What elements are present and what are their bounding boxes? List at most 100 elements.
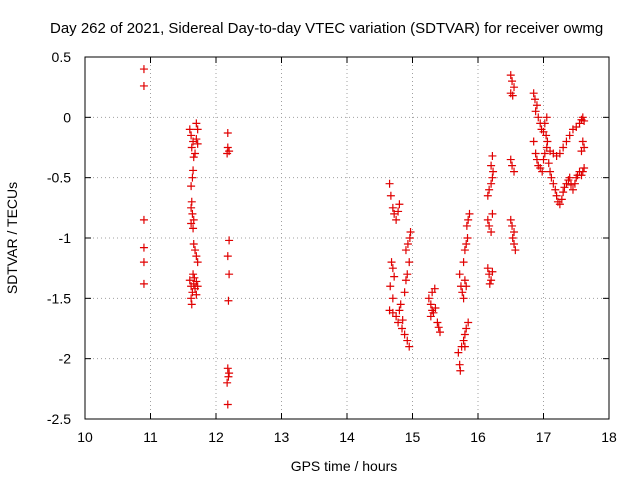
- data-point: [223, 378, 232, 387]
- data-point: [223, 149, 232, 158]
- chart-title: Day 262 of 2021, Sidereal Day-to-day VTE…: [50, 20, 603, 37]
- data-point: [426, 300, 435, 309]
- data-point: [193, 282, 202, 291]
- data-point: [529, 137, 538, 146]
- data-point: [139, 258, 148, 267]
- data-point: [455, 360, 464, 369]
- data-point: [400, 288, 409, 297]
- data-point: [508, 234, 517, 242]
- data-point: [385, 179, 394, 188]
- data-point: [401, 276, 410, 285]
- data-point: [488, 267, 497, 276]
- data-point: [487, 179, 496, 188]
- data-point: [400, 330, 409, 339]
- data-point: [189, 153, 198, 162]
- x-tick-label: 15: [405, 429, 421, 445]
- data-point: [488, 209, 497, 218]
- data-point: [488, 151, 497, 160]
- data-point: [485, 221, 494, 230]
- data-point: [487, 161, 496, 170]
- data-point: [386, 191, 395, 200]
- data-point: [403, 240, 412, 249]
- y-tick-label: -0.5: [47, 170, 71, 186]
- data-point: [223, 143, 232, 152]
- data-point: [570, 179, 579, 188]
- data-point: [187, 182, 196, 191]
- data-point: [511, 246, 520, 255]
- y-tick-label: -2.5: [47, 411, 71, 427]
- data-point: [532, 101, 541, 110]
- data-point: [403, 336, 412, 345]
- data-point: [508, 77, 517, 86]
- data-point: [487, 276, 496, 285]
- data-point: [139, 65, 148, 74]
- data-point: [578, 167, 587, 176]
- data-point: [185, 125, 194, 134]
- data-point: [580, 116, 589, 125]
- data-point: [405, 342, 414, 351]
- data-point: [577, 147, 586, 156]
- data-point: [223, 129, 232, 138]
- data-point: [460, 330, 469, 339]
- data-point: [459, 336, 468, 345]
- data-point: [510, 240, 519, 249]
- data-point: [388, 294, 397, 303]
- x-tick-labels: 10 11 12 13 14 15 16 17 18: [77, 429, 617, 445]
- data-point: [455, 270, 464, 279]
- data-point: [485, 185, 494, 194]
- data-point: [559, 143, 568, 152]
- data-point: [568, 185, 577, 194]
- data-point: [436, 328, 445, 337]
- data-point: [465, 209, 474, 218]
- data-point: [536, 164, 545, 173]
- axis-ticks: [84, 56, 610, 420]
- data-point: [510, 227, 519, 236]
- data-point: [562, 179, 571, 188]
- data-point: [401, 246, 410, 255]
- data-point: [190, 273, 199, 282]
- data-point: [388, 308, 397, 317]
- data-point: [547, 173, 556, 182]
- data-point: [543, 137, 552, 146]
- data-point: [483, 264, 492, 273]
- data-point: [462, 240, 471, 249]
- data-point: [223, 252, 232, 261]
- data-point: [191, 149, 200, 158]
- data-point: [191, 246, 200, 255]
- data-point: [139, 81, 148, 90]
- data-point: [187, 143, 196, 152]
- data-point: [193, 139, 202, 148]
- data-point: [557, 195, 566, 204]
- data-point: [189, 270, 198, 279]
- x-tick-label: 13: [274, 429, 290, 445]
- data-point: [392, 312, 401, 321]
- data-point: [189, 240, 198, 249]
- data-point: [555, 200, 564, 209]
- y-axis-label: SDTVAR / TECUs: [4, 182, 20, 294]
- data-point: [225, 236, 234, 245]
- data-point: [506, 155, 515, 164]
- y-tick-label: -1: [59, 230, 72, 246]
- data-point: [187, 300, 196, 309]
- data-point: [390, 272, 399, 281]
- data-point: [456, 366, 465, 375]
- data-point: [139, 243, 148, 252]
- data-point: [225, 369, 234, 378]
- data-point: [139, 279, 148, 288]
- data-point: [188, 209, 197, 218]
- data-point: [531, 107, 540, 116]
- y-tick-label: 0.5: [52, 49, 72, 65]
- data-point: [538, 167, 547, 176]
- data-point: [192, 277, 201, 286]
- data-point: [506, 215, 515, 224]
- y-tick-label: -1.5: [47, 290, 71, 306]
- data-point: [187, 294, 196, 303]
- data-point: [463, 234, 472, 242]
- data-point: [542, 113, 551, 122]
- data-point: [565, 131, 574, 140]
- data-point: [185, 276, 194, 285]
- data-point: [192, 119, 201, 128]
- data-point: [187, 197, 196, 206]
- x-tick-label: 18: [601, 429, 617, 445]
